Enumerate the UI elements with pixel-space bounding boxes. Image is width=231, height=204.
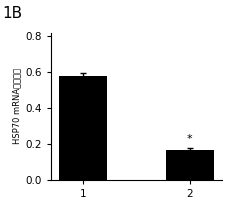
Text: 1B: 1B	[2, 6, 22, 21]
Bar	[166, 150, 214, 180]
Y-axis label: HSP70 mRNA的相对扩: HSP70 mRNA的相对扩	[12, 68, 21, 144]
Bar	[59, 76, 107, 180]
Text: *: *	[187, 134, 193, 144]
